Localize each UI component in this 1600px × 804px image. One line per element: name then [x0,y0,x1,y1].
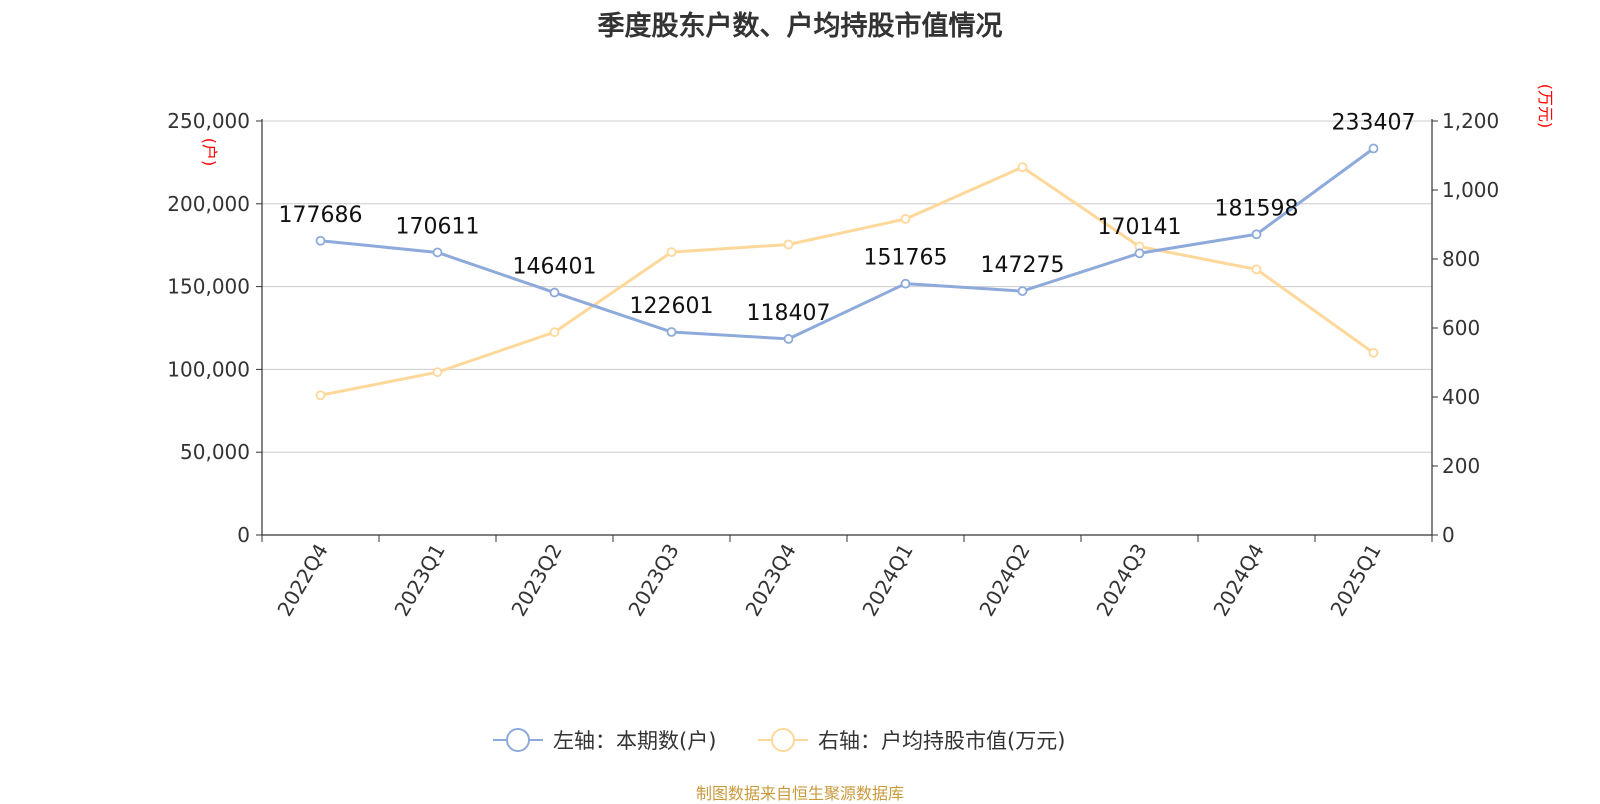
data-point-holders [432,247,443,258]
legend-item-holders-label: 左轴：本期数(户) [553,729,716,753]
data-label-holders: 151765 [864,246,948,271]
x-tick-label: 2024Q2 [974,540,1034,621]
data-point-holders [1017,286,1028,297]
data-point-holders [549,287,560,298]
data-point-holders [315,235,326,246]
y-right-tick-label: 200 [1442,454,1480,478]
y-right-tick-label: 800 [1442,247,1480,271]
y-left-axis-label: (户) [200,138,219,167]
data-label-holders: 233407 [1332,110,1416,135]
x-tick-label: 2024Q4 [1208,540,1268,621]
data-point-holders [666,327,677,337]
y-right-tick-label: 1,200 [1442,109,1499,133]
data-point-market-value [900,214,911,224]
data-label-holders: 177686 [279,203,363,228]
data-label-holders: 170611 [396,214,480,239]
series-line-market-value [320,165,1375,397]
data-label-holders: 118407 [747,301,831,326]
y-right-tick-label: 400 [1442,385,1480,409]
data-point-market-value [315,390,326,401]
data-point-holders [1134,248,1145,259]
x-tick-label: 2024Q3 [1091,540,1151,621]
y-right-axis-label: (万元) [1536,84,1555,129]
chart-title: 季度股东户数、户均持股市值情况 [597,11,1003,42]
data-point-market-value [1368,347,1379,358]
data-point-holders [900,278,911,289]
data-label-holders: 181598 [1215,196,1299,221]
data-point-market-value [783,239,794,250]
y-left-tick-label: 0 [237,523,250,547]
data-point-holders [1251,229,1262,240]
y-left-tick-label: 250,000 [167,109,250,133]
legend-item-market-value-marker [771,728,795,752]
x-tick-label: 2023Q1 [389,540,449,621]
data-source-note: 制图数据来自恒生聚源数据库 [695,784,904,803]
y-left-tick-label: 150,000 [167,275,250,299]
x-tick-label: 2023Q3 [623,540,683,621]
data-point-market-value [549,327,560,338]
legend-item-market-value-label: 右轴：户均持股市值(万元) [818,729,1065,753]
data-label-holders: 146401 [513,255,597,280]
data-label-holders: 170141 [1098,215,1182,240]
x-tick-label: 2025Q1 [1325,540,1385,621]
x-tick-label: 2022Q4 [272,540,332,621]
y-left-tick-label: 200,000 [167,192,250,216]
data-point-market-value [666,247,677,258]
x-tick-label: 2023Q4 [740,540,800,621]
y-left-tick-label: 50,000 [180,440,250,464]
y-left-tick-label: 100,000 [167,357,250,381]
data-point-market-value [1017,162,1028,173]
y-right-tick-label: 1,000 [1442,178,1499,202]
y-right-tick-label: 600 [1442,316,1480,340]
legend-item-holders-marker [506,728,530,752]
data-label-holders: 122601 [630,294,714,319]
x-tick-label: 2024Q1 [857,540,917,621]
data-point-holders [783,334,794,344]
data-point-market-value [1251,264,1262,275]
y-right-tick-label: 0 [1442,523,1455,547]
x-tick-label: 2023Q2 [506,540,566,621]
series-line-holders [320,147,1375,341]
data-point-holders [1368,143,1379,154]
data-point-market-value [432,367,443,378]
data-label-holders: 147275 [981,253,1065,278]
